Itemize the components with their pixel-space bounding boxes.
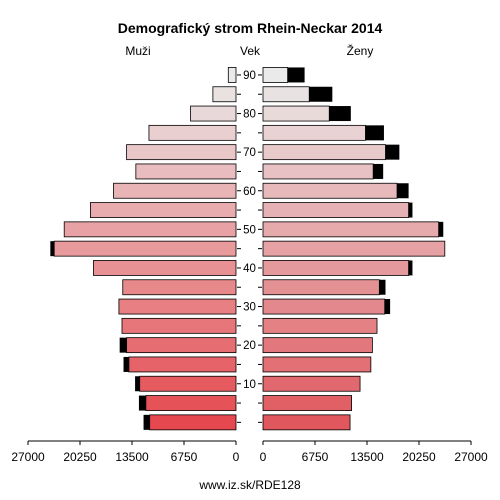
female-excess-bar-40-44 — [408, 260, 413, 276]
female-bar-40-44 — [262, 260, 410, 276]
female-bar-55-59 — [262, 202, 410, 218]
center-axis-label: Vek — [240, 44, 261, 58]
male-bar-60-64 — [113, 182, 237, 199]
right-series-label: Ženy — [347, 43, 374, 58]
x-tick-label-right: 6750 — [302, 450, 329, 464]
female-excess-bar-90+ — [287, 67, 305, 83]
male-bar-10-14 — [139, 375, 237, 392]
female-excess-bar-55-59 — [408, 202, 413, 218]
age-label: 20 — [243, 340, 256, 352]
female-bar-75-79 — [262, 124, 366, 141]
male-excess-bar-15-19 — [123, 356, 129, 372]
male-bar-30-34 — [118, 298, 237, 315]
male-bar-65-69 — [135, 163, 237, 180]
male-bar-85-89 — [212, 86, 237, 103]
female-bar-35-39 — [262, 279, 380, 296]
female-bar-10-14 — [262, 375, 361, 392]
female-bar-0-4 — [262, 414, 351, 431]
x-tick-label-left: 13500 — [115, 450, 149, 464]
male-bar-90+ — [227, 67, 237, 83]
female-bar-45-49 — [262, 240, 446, 257]
female-excess-bar-50-54 — [438, 221, 444, 237]
female-excess-bar-35-39 — [379, 279, 386, 295]
male-excess-bar-10-14 — [135, 376, 140, 392]
age-label: 30 — [243, 302, 256, 314]
female-excess-bar-85-89 — [309, 86, 333, 102]
age-label: 80 — [243, 109, 256, 121]
female-excess-bar-80-84 — [329, 106, 351, 122]
x-tick-label-left: 0 — [233, 450, 240, 464]
x-tick-label-left: 20250 — [63, 450, 97, 464]
male-bar-50-54 — [63, 221, 237, 238]
female-bar-85-89 — [262, 86, 310, 103]
female-bar-90+ — [262, 67, 289, 83]
male-bar-5-9 — [145, 395, 237, 411]
female-bar-25-29 — [262, 317, 378, 334]
x-tick-label-right: 20250 — [402, 450, 436, 464]
male-bar-20-24 — [126, 337, 237, 354]
male-bar-15-19 — [128, 356, 237, 373]
female-excess-bar-75-79 — [365, 125, 384, 141]
male-bar-45-49 — [53, 240, 237, 257]
x-tick-label-right: 0 — [260, 450, 267, 464]
male-bar-55-59 — [90, 202, 237, 218]
age-label: 10 — [243, 379, 256, 391]
x-axis: 27000 20250 13500 6750 0 0 6750 13500 20250 27000 — [11, 440, 488, 464]
chart-title: Demografický strom Rhein-Neckar 2014 — [118, 20, 383, 36]
male-excess-bar-45-49 — [50, 241, 55, 257]
male-excess-bar-0-4 — [143, 414, 150, 430]
female-bar-65-69 — [262, 163, 374, 180]
male-bar-40-44 — [93, 260, 237, 276]
male-bar-70-74 — [126, 144, 237, 161]
x-tick-label-left: 27000 — [11, 450, 45, 464]
age-axis: 10 20 30 40 50 60 70 80 90 — [237, 70, 262, 423]
female-excess-bar-60-64 — [397, 183, 409, 199]
age-label: 40 — [243, 263, 256, 275]
x-tick-label-right: 13500 — [350, 450, 384, 464]
bars-layer — [50, 67, 446, 431]
female-bar-70-74 — [262, 144, 386, 161]
x-tick-label-right: 27000 — [454, 450, 488, 464]
male-bar-80-84 — [190, 105, 237, 122]
age-label: 50 — [243, 224, 256, 236]
age-label: 90 — [243, 70, 256, 82]
female-excess-bar-30-34 — [384, 299, 391, 315]
male-bar-75-79 — [148, 124, 237, 141]
male-excess-bar-20-24 — [119, 337, 127, 353]
male-excess-bar-5-9 — [138, 395, 146, 411]
female-bar-60-64 — [262, 182, 398, 199]
x-tick-label-left: 6750 — [171, 450, 198, 464]
female-bar-5-9 — [262, 395, 352, 411]
age-label: 60 — [243, 186, 256, 198]
left-series-label: Muži — [125, 44, 150, 58]
source-label: www.iz.sk/RDE128 — [198, 478, 301, 492]
female-bar-15-19 — [262, 356, 372, 373]
male-bar-25-29 — [121, 317, 237, 334]
age-label: 70 — [243, 147, 256, 159]
female-bar-30-34 — [262, 298, 386, 315]
female-bar-50-54 — [262, 221, 440, 238]
female-excess-bar-70-74 — [385, 144, 400, 160]
female-bar-20-24 — [262, 337, 373, 354]
female-bar-80-84 — [262, 105, 330, 122]
male-bar-0-4 — [149, 414, 237, 431]
male-bar-35-39 — [122, 279, 237, 296]
female-excess-bar-65-69 — [373, 163, 384, 179]
